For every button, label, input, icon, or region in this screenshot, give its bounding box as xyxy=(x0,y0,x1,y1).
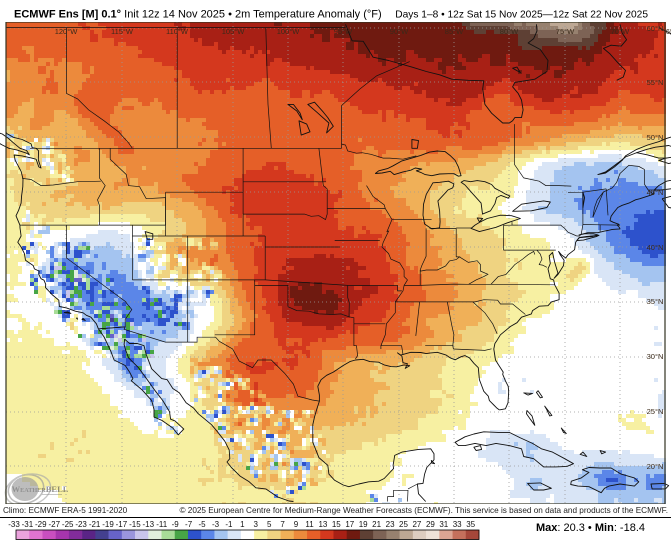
svg-text:80°W: 80°W xyxy=(500,27,519,36)
svg-text:WEATHERBELL: WEATHERBELL xyxy=(12,484,69,494)
svg-text:-7: -7 xyxy=(185,520,193,529)
svg-text:-25: -25 xyxy=(62,520,74,529)
svg-text:50°N: 50°N xyxy=(647,133,664,142)
svg-text:ECMWF Ens [M] 0.1° Init 12z 14: ECMWF Ens [M] 0.1° Init 12z 14 Nov 2025 … xyxy=(14,9,382,21)
svg-text:-3: -3 xyxy=(212,520,220,529)
svg-text:100°W: 100°W xyxy=(277,27,301,36)
svg-text:13: 13 xyxy=(318,520,327,529)
svg-text:120°W: 120°W xyxy=(55,27,79,36)
svg-text:55°N: 55°N xyxy=(647,78,664,87)
svg-text:15: 15 xyxy=(332,520,341,529)
svg-text:-23: -23 xyxy=(75,520,87,529)
svg-text:Max: 20.3 • Min: -18.4: Max: 20.3 • Min: -18.4 xyxy=(536,522,645,534)
svg-text:115°W: 115°W xyxy=(111,27,134,36)
svg-text:-11: -11 xyxy=(156,520,168,529)
svg-text:-5: -5 xyxy=(198,520,206,529)
svg-text:65°W: 65°W xyxy=(666,27,671,36)
svg-text:70°W: 70°W xyxy=(611,27,630,36)
svg-text:27: 27 xyxy=(412,520,421,529)
svg-text:25°N: 25°N xyxy=(647,407,664,416)
svg-text:17: 17 xyxy=(345,520,354,529)
svg-text:25: 25 xyxy=(399,520,408,529)
svg-text:-31: -31 xyxy=(22,520,34,529)
svg-text:31: 31 xyxy=(439,520,448,529)
svg-text:11: 11 xyxy=(305,520,314,529)
svg-text:95°W: 95°W xyxy=(334,27,353,36)
svg-text:85°W: 85°W xyxy=(445,27,464,36)
svg-text:105°W: 105°W xyxy=(222,27,246,36)
svg-text:23: 23 xyxy=(386,520,395,529)
svg-text:-19: -19 xyxy=(102,520,114,529)
svg-text:33: 33 xyxy=(453,520,462,529)
svg-text:29: 29 xyxy=(426,520,435,529)
svg-text:-33: -33 xyxy=(8,520,20,529)
svg-text:-1: -1 xyxy=(225,520,233,529)
svg-text:-21: -21 xyxy=(89,520,101,529)
svg-text:© 2025 European Centre for Med: © 2025 European Centre for Medium-Range … xyxy=(179,506,668,515)
svg-text:30°N: 30°N xyxy=(647,352,664,361)
svg-text:Days 1–8 • 12z Sat 15 Nov 2025: Days 1–8 • 12z Sat 15 Nov 2025—12z Sat 2… xyxy=(395,10,648,21)
svg-text:20°N: 20°N xyxy=(647,462,664,471)
svg-text:-29: -29 xyxy=(35,520,47,529)
svg-text:-17: -17 xyxy=(116,520,128,529)
svg-text:7: 7 xyxy=(280,520,285,529)
svg-text:35°N: 35°N xyxy=(647,297,664,306)
svg-text:19: 19 xyxy=(359,520,368,529)
svg-text:45°N: 45°N xyxy=(647,188,664,197)
svg-text:1: 1 xyxy=(240,520,245,529)
svg-text:110°W: 110°W xyxy=(166,27,189,36)
svg-text:9: 9 xyxy=(294,520,299,529)
svg-text:21: 21 xyxy=(372,520,381,529)
svg-text:5: 5 xyxy=(267,520,272,529)
svg-text:3: 3 xyxy=(253,520,258,529)
svg-text:-27: -27 xyxy=(49,520,61,529)
svg-text:35: 35 xyxy=(466,520,475,529)
svg-text:75°W: 75°W xyxy=(556,27,575,36)
svg-text:40°N: 40°N xyxy=(647,243,664,252)
svg-text:Climo: ECMWF ERA-5 1991-2020: Climo: ECMWF ERA-5 1991-2020 xyxy=(3,506,128,515)
svg-text:60°N: 60°N xyxy=(647,24,664,33)
svg-text:-13: -13 xyxy=(143,520,155,529)
svg-text:90°W: 90°W xyxy=(390,27,409,36)
svg-text:-15: -15 xyxy=(129,520,141,529)
svg-text:-9: -9 xyxy=(172,520,180,529)
